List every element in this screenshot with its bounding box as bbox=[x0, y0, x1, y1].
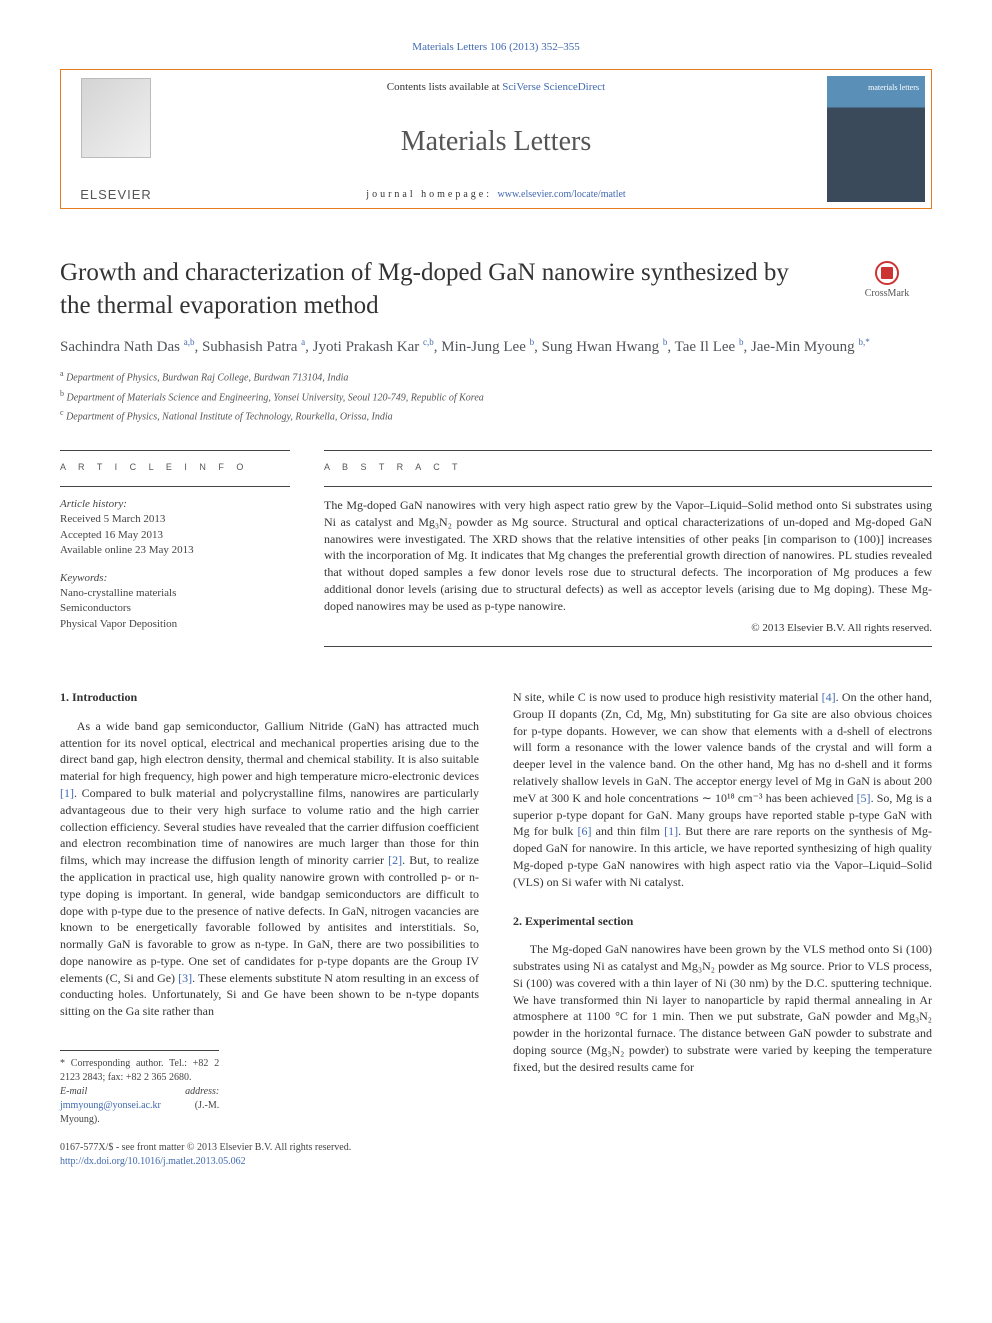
sciencedirect-link[interactable]: SciVerse ScienceDirect bbox=[502, 81, 605, 93]
contents-prefix: Contents lists available at bbox=[387, 81, 502, 93]
keyword: Semiconductors bbox=[60, 601, 290, 616]
text: The Mg-doped GaN nanowires have been gro… bbox=[513, 942, 932, 1074]
article-info-col: A R T I C L E I N F O Article history: R… bbox=[60, 450, 290, 647]
email-line: E-mail address: jmmyoung@yonsei.ac.kr (J… bbox=[60, 1085, 219, 1127]
abstract-text: The Mg-doped GaN nanowires with very hig… bbox=[324, 497, 932, 615]
rule bbox=[60, 450, 290, 451]
rule bbox=[324, 646, 932, 647]
banner-center: Contents lists available at SciVerse Sci… bbox=[171, 70, 821, 208]
corresponding-author: * Corresponding author. Tel.: +82 2 2123… bbox=[60, 1057, 219, 1085]
homepage-prefix: journal homepage: bbox=[366, 189, 497, 200]
keyword: Nano-crystalline materials bbox=[60, 586, 290, 601]
homepage-link[interactable]: www.elsevier.com/locate/matlet bbox=[498, 189, 626, 200]
affiliation: b Department of Materials Science and En… bbox=[60, 388, 932, 405]
affiliations: a Department of Physics, Burdwan Raj Col… bbox=[60, 368, 932, 424]
cover-label: materials letters bbox=[868, 82, 919, 93]
ref-link[interactable]: [3] bbox=[178, 971, 192, 985]
ref-link[interactable]: [5] bbox=[857, 791, 871, 805]
affiliation: a Department of Physics, Burdwan Raj Col… bbox=[60, 368, 932, 385]
body-columns: 1. Introduction As a wide band gap semic… bbox=[60, 689, 932, 1169]
publisher-name: ELSEVIER bbox=[80, 186, 152, 204]
article-info-head: A R T I C L E I N F O bbox=[60, 461, 290, 474]
crossmark-badge[interactable]: CrossMark bbox=[842, 261, 932, 301]
right-paragraph: N site, while C is now used to produce h… bbox=[513, 689, 932, 891]
homepage-line: journal homepage: www.elsevier.com/locat… bbox=[171, 188, 821, 202]
text: . But, to realize the application in pra… bbox=[60, 853, 479, 985]
history-line: Available online 23 May 2013 bbox=[60, 543, 290, 558]
text: and thin film bbox=[591, 824, 664, 838]
experimental-paragraph: The Mg-doped GaN nanowires have been gro… bbox=[513, 941, 932, 1075]
page-root: Materials Letters 106 (2013) 352–355 ELS… bbox=[0, 0, 992, 1209]
ref-link[interactable]: [2] bbox=[388, 853, 402, 867]
keyword: Physical Vapor Deposition bbox=[60, 617, 290, 632]
right-column: N site, while C is now used to produce h… bbox=[513, 689, 932, 1169]
affiliation: c Department of Physics, National Instit… bbox=[60, 407, 932, 424]
ref-link[interactable]: [1] bbox=[60, 786, 74, 800]
banner-right: materials letters bbox=[821, 70, 931, 208]
section-head-intro: 1. Introduction bbox=[60, 689, 479, 706]
intro-paragraph: As a wide band gap semiconductor, Galliu… bbox=[60, 718, 479, 1020]
text: N site, while C is now used to produce h… bbox=[513, 690, 822, 704]
rule bbox=[60, 486, 290, 487]
abstract-head: A B S T R A C T bbox=[324, 461, 932, 474]
journal-banner: ELSEVIER Contents lists available at Sci… bbox=[60, 69, 932, 209]
rule bbox=[324, 450, 932, 451]
email-label: E-mail address: bbox=[60, 1086, 219, 1097]
doi-link[interactable]: http://dx.doi.org/10.1016/j.matlet.2013.… bbox=[60, 1156, 246, 1167]
history-line: Accepted 16 May 2013 bbox=[60, 528, 290, 543]
journal-cover-thumb: materials letters bbox=[827, 76, 925, 202]
citation-line: Materials Letters 106 (2013) 352–355 bbox=[60, 40, 932, 55]
rule bbox=[324, 486, 932, 487]
journal-name: Materials Letters bbox=[171, 122, 821, 161]
section-head-experimental: 2. Experimental section bbox=[513, 913, 932, 930]
issn-line: 0167-577X/$ - see front matter © 2013 El… bbox=[60, 1141, 479, 1155]
text: . On the other hand, Group II dopants (Z… bbox=[513, 690, 932, 805]
article-title: Growth and characterization of Mg-doped … bbox=[60, 257, 824, 322]
text: As a wide band gap semiconductor, Galliu… bbox=[60, 719, 479, 783]
banner-left: ELSEVIER bbox=[61, 70, 171, 208]
ref-link[interactable]: [1] bbox=[664, 824, 678, 838]
abstract-copyright: © 2013 Elsevier B.V. All rights reserved… bbox=[324, 621, 932, 636]
email-link[interactable]: jmmyoung@yonsei.ac.kr bbox=[60, 1100, 161, 1111]
title-block: Growth and characterization of Mg-doped … bbox=[60, 257, 932, 322]
contents-line: Contents lists available at SciVerse Sci… bbox=[171, 80, 821, 95]
authors-line: Sachindra Nath Das a,b, Subhasish Patra … bbox=[60, 336, 932, 358]
footnotes: * Corresponding author. Tel.: +82 2 2123… bbox=[60, 1050, 219, 1127]
history-line: Received 5 March 2013 bbox=[60, 512, 290, 527]
crossmark-icon bbox=[875, 261, 899, 285]
info-abstract-row: A R T I C L E I N F O Article history: R… bbox=[60, 450, 932, 647]
crossmark-label: CrossMark bbox=[865, 288, 909, 299]
ref-link[interactable]: [4] bbox=[822, 690, 836, 704]
ref-link[interactable]: [6] bbox=[577, 824, 591, 838]
history-label: Article history: bbox=[60, 497, 290, 512]
left-column: 1. Introduction As a wide band gap semic… bbox=[60, 689, 479, 1169]
issn-doi-block: 0167-577X/$ - see front matter © 2013 El… bbox=[60, 1141, 479, 1169]
abstract-col: A B S T R A C T The Mg-doped GaN nanowir… bbox=[324, 450, 932, 647]
elsevier-tree-icon bbox=[81, 78, 151, 158]
keywords-label: Keywords: bbox=[60, 571, 290, 586]
citation-link[interactable]: Materials Letters 106 (2013) 352–355 bbox=[412, 41, 579, 53]
